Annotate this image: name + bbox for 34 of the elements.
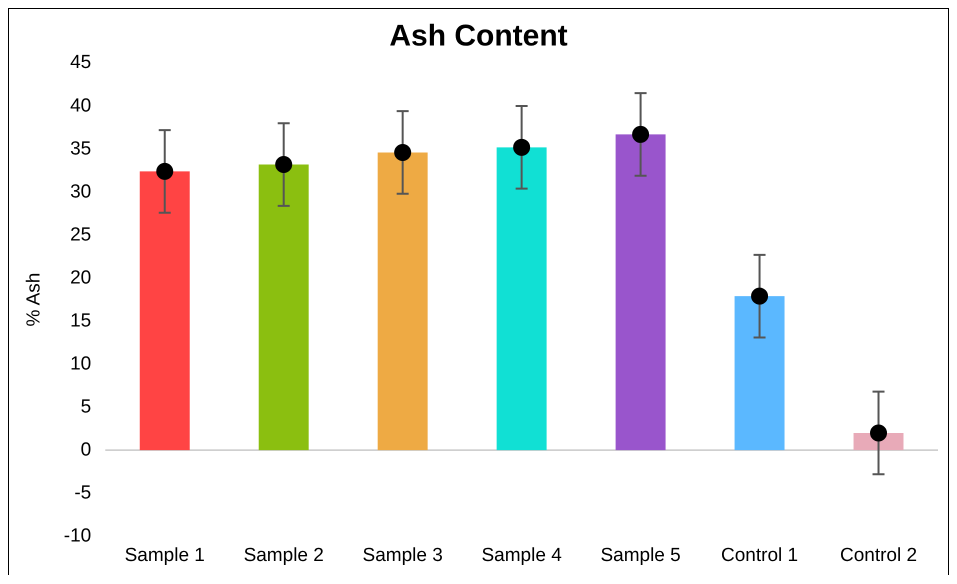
- y-tick-label: 40: [70, 95, 92, 116]
- bar: [140, 171, 190, 450]
- y-tick-label: -10: [64, 525, 92, 546]
- bar: [258, 164, 309, 450]
- bar: [378, 152, 428, 450]
- y-tick-label: 5: [80, 396, 92, 418]
- x-tick-label: Sample 2: [244, 544, 324, 566]
- bar: [496, 147, 547, 450]
- y-tick-label: -5: [74, 482, 92, 504]
- y-axis-title: % Ash: [24, 272, 45, 327]
- x-tick-label: Sample 1: [124, 544, 205, 566]
- x-tick-label: Sample 4: [481, 544, 562, 566]
- x-tick-label: Sample 3: [362, 544, 443, 566]
- chart-title: Ash Content: [389, 19, 568, 52]
- y-tick-label: 20: [70, 267, 92, 288]
- y-tick-label: 30: [70, 181, 92, 202]
- y-tick-label: 45: [70, 52, 92, 74]
- bar: [616, 134, 666, 450]
- point: [275, 156, 292, 174]
- x-tick-label: Control 1: [721, 544, 798, 566]
- point: [513, 138, 530, 156]
- point: [632, 126, 650, 143]
- y-tick-label: 10: [70, 353, 92, 374]
- x-tick-label: Control 2: [840, 544, 918, 566]
- y-tick-label: 35: [70, 138, 92, 160]
- point: [870, 424, 888, 442]
- point: [156, 162, 174, 180]
- y-tick-label: 0: [80, 439, 92, 460]
- x-tick-label: Sample 5: [600, 544, 681, 566]
- y-tick-label: 15: [70, 310, 92, 332]
- point: [751, 288, 768, 305]
- y-tick-label: 25: [70, 224, 92, 246]
- point: [394, 144, 412, 161]
- bar: [734, 296, 785, 450]
